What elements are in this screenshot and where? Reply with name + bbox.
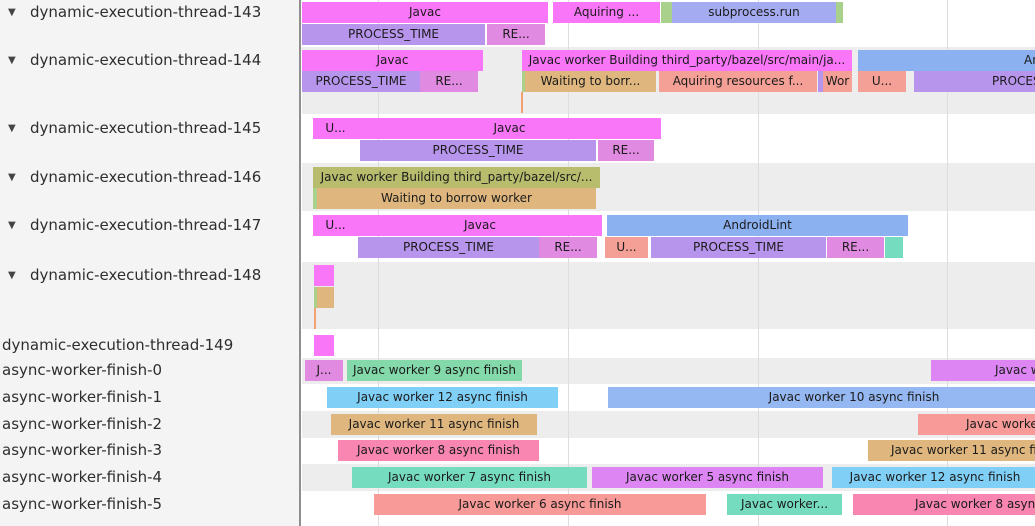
trace-slice-javac-worker[interactable]: Javac worker...	[727, 494, 842, 515]
trace-slice-u[interactable]: U...	[313, 118, 358, 139]
track-header-async-worker-finish-1[interactable]: async-worker-finish-1	[0, 387, 162, 408]
track-label: dynamic-execution-thread-149	[2, 336, 234, 354]
trace-slice-re[interactable]: RE...	[420, 71, 478, 92]
collapse-triangle-icon[interactable]: ▼	[8, 270, 16, 281]
trace-slice-javac[interactable]: Javac	[302, 2, 548, 23]
trace-slice-javac-worker-10-async-finish[interactable]: Javac worker 10 async finish	[608, 387, 1035, 408]
collapse-triangle-icon[interactable]: ▼	[8, 123, 16, 134]
collapse-triangle-icon[interactable]: ▼	[8, 55, 16, 66]
track-label: dynamic-execution-thread-147	[30, 216, 262, 234]
trace-slice-javac-worker-7-async-finish[interactable]: Javac worker 7 async finish	[352, 467, 587, 488]
trace-slice-process-time[interactable]: PROCESS_TIME	[358, 237, 539, 258]
trace-slice-process-time[interactable]: PROCESS_TIME	[651, 237, 826, 258]
trace-slice-u[interactable]: U...	[605, 237, 648, 258]
trace-slice-re[interactable]: RE...	[827, 237, 884, 258]
trace-slice-javac-worker[interactable]: Javac worker	[931, 360, 1035, 381]
instant-event-tick[interactable]	[314, 308, 316, 329]
track-header-dynamic-execution-thread-146[interactable]: ▼ dynamic-execution-thread-146	[0, 167, 261, 188]
track-name-sidebar: ▼ dynamic-execution-thread-143 ▼ dynamic-ex…	[0, 0, 301, 526]
trace-slice-javac-worker-11-async-finish[interactable]: Javac worker 11 async finish	[331, 414, 537, 435]
trace-slice[interactable]	[314, 335, 334, 356]
trace-slice[interactable]	[661, 2, 672, 23]
trace-slice-javac-worker-12-async-finish[interactable]: Javac worker 12 async finish	[327, 387, 558, 408]
trace-slice[interactable]	[836, 2, 843, 23]
trace-slice-re[interactable]: RE...	[487, 24, 545, 45]
track-header-async-worker-finish-3[interactable]: async-worker-finish-3	[0, 440, 162, 461]
trace-slice-javac-worker[interactable]: Javac worker	[918, 414, 1035, 435]
track-header-async-worker-finish-5[interactable]: async-worker-finish-5	[0, 494, 162, 515]
track-label: dynamic-execution-thread-145	[30, 119, 262, 137]
gridline	[758, 0, 759, 526]
track-label: async-worker-finish-1	[2, 388, 163, 406]
trace-slice-process-time[interactable]: PROCESS_TIME	[360, 140, 596, 161]
instant-event-tick[interactable]	[521, 92, 523, 113]
trace-slice-process-time[interactable]: PROCESS_TIME	[914, 71, 1035, 92]
trace-slice[interactable]	[885, 237, 903, 258]
trace-slice-j[interactable]: J...	[305, 360, 343, 381]
trace-slice[interactable]	[314, 265, 334, 286]
track-header-dynamic-execution-thread-147[interactable]: ▼ dynamic-execution-thread-147	[0, 215, 261, 236]
track-header-async-worker-finish-4[interactable]: async-worker-finish-4	[0, 467, 162, 488]
trace-slice-aquiring-resources-f[interactable]: Aquiring resources f...	[659, 71, 817, 92]
track-header-dynamic-execution-thread-149[interactable]: dynamic-execution-thread-149	[0, 335, 233, 356]
trace-slice-aquiring[interactable]: Aquiring ...	[553, 2, 660, 23]
trace-slice[interactable]	[818, 71, 823, 92]
trace-slice-javac-worker-9-async-finish[interactable]: Javac worker 9 async finish	[347, 360, 522, 381]
track-header-async-worker-finish-0[interactable]: async-worker-finish-0	[0, 360, 162, 381]
gridline	[378, 0, 379, 526]
track-label: dynamic-execution-thread-148	[30, 266, 262, 284]
track-header-async-worker-finish-2[interactable]: async-worker-finish-2	[0, 414, 162, 435]
track-label: dynamic-execution-thread-144	[30, 51, 262, 69]
trace-slice-waiting-to-borrow-worker[interactable]: Waiting to borrow worker	[317, 188, 596, 209]
trace-slice-process-time[interactable]: PROCESS_TIME	[302, 71, 420, 92]
trace-slice-javac-worker-building-third-party-bazel-src[interactable]: Javac worker Building third_party/bazel/…	[313, 167, 600, 188]
trace-slice-u[interactable]: U...	[313, 215, 358, 236]
trace-slice-process-time[interactable]: PROCESS_TIME	[302, 24, 485, 45]
trace-slice-javac[interactable]: Javac	[358, 118, 661, 139]
track-label: async-worker-finish-3	[2, 441, 163, 459]
trace-slice-androidlint[interactable]: AndroidLint	[858, 50, 1035, 71]
trace-slice[interactable]	[522, 71, 525, 92]
collapse-triangle-icon[interactable]: ▼	[8, 220, 16, 231]
trace-slice[interactable]	[313, 188, 317, 209]
collapse-triangle-icon[interactable]: ▼	[8, 172, 16, 183]
track-header-dynamic-execution-thread-144[interactable]: ▼ dynamic-execution-thread-144	[0, 50, 261, 71]
trace-slice[interactable]	[314, 287, 317, 308]
track-label: async-worker-finish-4	[2, 468, 163, 486]
collapse-triangle-icon[interactable]: ▼	[8, 7, 16, 18]
trace-slice-subprocess-run[interactable]: subprocess.run	[672, 2, 836, 23]
trace-slice-waiting-to-borr[interactable]: Waiting to borr...	[525, 71, 656, 92]
track-label: async-worker-finish-5	[2, 495, 163, 513]
trace-slice-javac-worker-5-async-finish[interactable]: Javac worker 5 async finish	[592, 467, 823, 488]
track-label: dynamic-execution-thread-143	[30, 3, 262, 21]
gridline	[947, 0, 948, 526]
trace-slice-javac-worker-6-async-finish[interactable]: Javac worker 6 async finish	[374, 494, 706, 515]
track-label: async-worker-finish-0	[2, 361, 163, 379]
trace-slice-javac-worker-12-async-finish[interactable]: Javac worker 12 async finish	[832, 467, 1035, 488]
trace-slice-u[interactable]: U...	[858, 71, 906, 92]
trace-slice-javac-worker-building-third-party-bazel-src-main-ja[interactable]: Javac worker Building third_party/bazel/…	[522, 50, 852, 71]
trace-slice[interactable]	[317, 287, 334, 308]
track-label: dynamic-execution-thread-146	[30, 168, 262, 186]
trace-slice-re[interactable]: RE...	[598, 140, 654, 161]
gridline	[568, 0, 569, 526]
trace-slice-javac-worker-11-async-finish[interactable]: Javac worker 11 async finish	[868, 440, 1035, 461]
track-band	[302, 262, 1035, 329]
trace-slice-re[interactable]: RE...	[539, 237, 597, 258]
trace-slice-javac-worker-8-async-finish[interactable]: Javac worker 8 async finish	[338, 440, 539, 461]
trace-slice-javac[interactable]: Javac	[302, 50, 483, 71]
track-header-dynamic-execution-thread-148[interactable]: ▼ dynamic-execution-thread-148	[0, 265, 261, 286]
trace-slice-wor[interactable]: Wor	[823, 71, 852, 92]
track-header-dynamic-execution-thread-143[interactable]: ▼ dynamic-execution-thread-143	[0, 2, 261, 23]
track-header-dynamic-execution-thread-145[interactable]: ▼ dynamic-execution-thread-145	[0, 118, 261, 139]
trace-slice-javac-worker-8-async-finish[interactable]: Javac worker 8 async finish	[853, 494, 1035, 515]
trace-slice-androidlint[interactable]: AndroidLint	[607, 215, 908, 236]
track-label: async-worker-finish-2	[2, 415, 163, 433]
trace-slice-javac[interactable]: Javac	[358, 215, 602, 236]
